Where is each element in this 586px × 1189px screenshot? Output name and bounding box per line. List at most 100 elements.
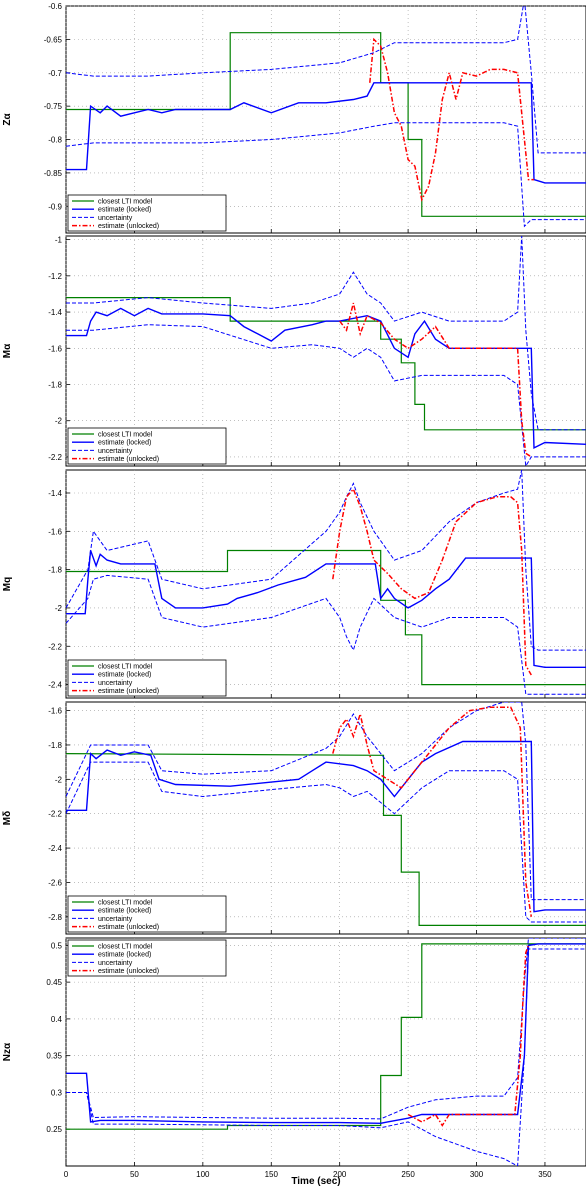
y-tick-label: -2.8 xyxy=(48,913,62,922)
series-line-closest-lti-model xyxy=(66,752,586,927)
x-axis-label: Time (sec) xyxy=(291,1176,340,1187)
legend-entry: estimate (unlocked) xyxy=(98,456,159,463)
series-line-uncertainty xyxy=(66,938,586,1120)
legend-entry: estimate (unlocked) xyxy=(98,924,159,931)
series-line-estimate-unlocked- xyxy=(369,37,534,202)
series-line-uncertainty xyxy=(66,948,586,1166)
legend-entry: estimate (unlocked) xyxy=(98,968,159,975)
x-tick-label: 300 xyxy=(470,1170,484,1179)
y-tick-label: 0.35 xyxy=(46,1052,62,1061)
legend-entry: estimate (locked) xyxy=(98,952,151,959)
series-line-closest-lti-model xyxy=(66,549,586,686)
y-tick-label: 0.5 xyxy=(51,941,63,950)
y-tick-label: 0.4 xyxy=(51,1015,63,1024)
legend-entry: estimate (unlocked) xyxy=(98,688,159,695)
y-tick-label: -2.2 xyxy=(48,453,62,462)
series-line-estimate-unlocked- xyxy=(407,945,530,1127)
y-axis-label: Zα xyxy=(2,113,13,126)
x-tick-label: 150 xyxy=(265,1170,279,1179)
plot-frame xyxy=(65,701,586,935)
y-tick-label: -1.6 xyxy=(48,527,62,536)
y-tick-label: -2 xyxy=(55,417,63,426)
series-line-uncertainty xyxy=(66,324,586,466)
legend-entry: uncertainty xyxy=(98,215,133,222)
y-tick-label: -0.85 xyxy=(44,169,63,178)
y-axis-label: Mδ xyxy=(2,811,13,825)
x-tick-label: 250 xyxy=(401,1170,415,1179)
series-line-estimate-locked- xyxy=(66,740,586,913)
series-line-estimate-locked- xyxy=(66,550,586,668)
series-line-estimate-unlocked- xyxy=(332,487,532,676)
series-line-uncertainty xyxy=(66,761,586,923)
series-line-uncertainty xyxy=(66,122,586,228)
x-tick-label: 50 xyxy=(130,1170,139,1179)
y-tick-label: -1.8 xyxy=(48,741,62,750)
legend-entry: estimate (locked) xyxy=(98,672,151,679)
y-tick-label: -2.2 xyxy=(48,642,62,651)
y-tick-label: -0.9 xyxy=(48,202,62,211)
y-tick-label: -2.4 xyxy=(48,844,62,853)
x-tick-label: 0 xyxy=(64,1170,69,1179)
y-tick-label: -1.4 xyxy=(48,489,62,498)
x-tick-label: 100 xyxy=(196,1170,210,1179)
y-tick-label: -0.7 xyxy=(48,69,62,78)
legend-entry: closest LTI model xyxy=(98,199,153,206)
y-tick-label: -0.75 xyxy=(44,102,63,111)
legend-entry: uncertainty xyxy=(98,448,133,455)
y-axis-label: Mα xyxy=(2,343,13,358)
y-tick-label: 0.3 xyxy=(51,1088,63,1097)
y-tick-label: -2.6 xyxy=(48,878,62,887)
y-tick-label: -2 xyxy=(55,775,63,784)
y-axis-label: Nzα xyxy=(2,1042,13,1061)
series-line-estimate-locked- xyxy=(66,943,586,1125)
legend-entry: uncertainty xyxy=(98,916,133,923)
chart-panel-1: -0.6 -0.65 -0.7 -0.75 -0.8 -0.85 -0.9 Zα closest… xyxy=(2,2,586,234)
series-line-closest-lti-model xyxy=(66,943,586,1130)
y-tick-label: -1.2 xyxy=(48,272,62,281)
y-tick-label: -2 xyxy=(55,604,63,613)
y-axis-label: Mq xyxy=(2,577,13,591)
series-line-estimate-locked- xyxy=(66,82,586,184)
y-tick-label: -0.6 xyxy=(48,2,62,11)
legend-entry: closest LTI model xyxy=(98,432,153,439)
series-line-uncertainty xyxy=(66,236,586,431)
series-line-uncertainty xyxy=(66,6,586,154)
y-tick-label: -1.8 xyxy=(48,566,62,575)
x-tick-label: 350 xyxy=(538,1170,552,1179)
legend-entry: uncertainty xyxy=(98,960,133,967)
y-tick-label: -0.65 xyxy=(44,35,63,44)
series-line-estimate-unlocked- xyxy=(339,302,532,458)
legend-entry: uncertainty xyxy=(98,680,133,687)
y-tick-label: -2.2 xyxy=(48,810,62,819)
y-tick-label: -1.8 xyxy=(48,381,62,390)
legend-entry: estimate (unlocked) xyxy=(98,223,159,230)
chart-panel-2: -1 -1.2 -1.4 -1.6 -1.8 -2 -2.2 Mα closest LTI mo… xyxy=(2,235,586,467)
legend-entry: estimate (locked) xyxy=(98,207,151,214)
y-tick-label: -1.4 xyxy=(48,308,62,317)
x-tick-label: 200 xyxy=(333,1170,347,1179)
y-tick-label: -0.8 xyxy=(48,136,62,145)
legend-entry: estimate (locked) xyxy=(98,440,151,447)
chart-panel-3: -1.4 -1.6 -1.8 -2 -2.2 -2.4 Mq closest LTI mode… xyxy=(2,469,586,699)
y-tick-label: 0.45 xyxy=(46,978,62,987)
chart-panel-4: -1.6 -1.8 -2 -2.2 -2.4 -2.6 -2.8 Mδ closest LTI … xyxy=(2,701,586,935)
legend-entry: estimate (locked) xyxy=(98,908,151,915)
legend-entry: closest LTI model xyxy=(98,900,153,907)
y-tick-label: -2.4 xyxy=(48,681,62,690)
series-line-uncertainty xyxy=(66,574,586,695)
series-line-estimate-locked- xyxy=(66,307,586,450)
y-tick-label: -1 xyxy=(55,236,63,245)
series-line-estimate-unlocked- xyxy=(332,706,533,917)
series-line-closest-lti-model xyxy=(66,297,586,431)
y-tick-label: -1.6 xyxy=(48,344,62,353)
y-tick-label: 0.25 xyxy=(46,1125,62,1134)
y-tick-label: -1.6 xyxy=(48,707,62,716)
chart-panel-5: 0.25 0.3 0.35 0.4 0.45 0.5 Nzα closest LTI mode… xyxy=(2,937,586,1179)
legend-entry: closest LTI model xyxy=(98,664,153,671)
